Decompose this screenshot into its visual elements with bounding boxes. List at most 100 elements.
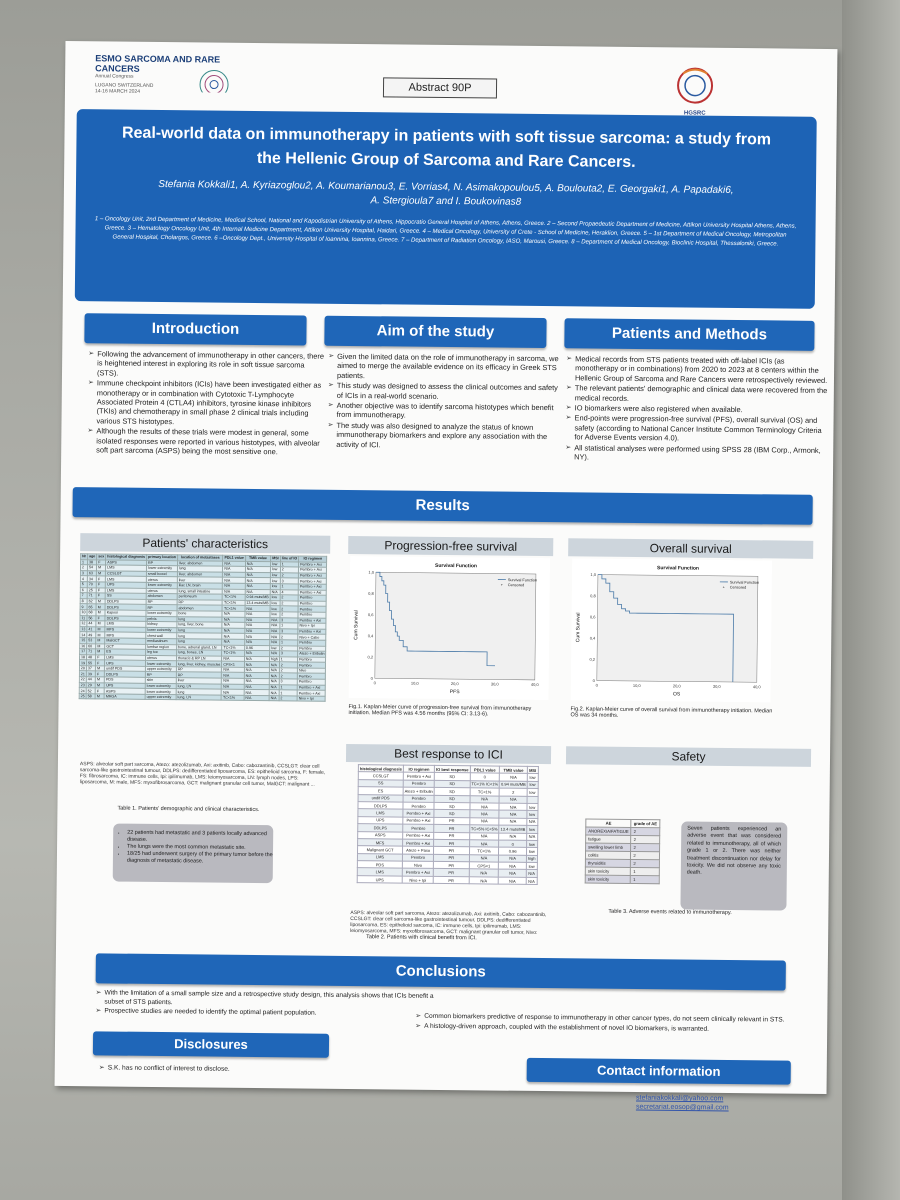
survival-curve — [597, 574, 734, 683]
table-cell: low — [527, 781, 538, 789]
y-tick-label: 0,6 — [368, 612, 374, 617]
table-cell: low — [526, 810, 538, 819]
aim-bullet: Given the limited data on the role of im… — [328, 352, 564, 383]
y-tick-label: 0,6 — [590, 614, 596, 619]
aim-bullet: This study was designed to assess the cl… — [328, 381, 564, 402]
y-tick-label: 1,0 — [368, 570, 374, 575]
table-cell: N/A — [243, 695, 270, 702]
results-heading: Results — [72, 487, 813, 525]
patients-heading: Patients' characteristics — [80, 533, 331, 554]
patients-table: Nr age sex histological diagnosis primary lo… — [79, 553, 328, 702]
x-tick-label: 0 — [596, 683, 599, 688]
legend-entry: Survival Function — [730, 580, 759, 584]
hgsrc-emblem-icon — [677, 67, 714, 104]
patients-table-wrap: Nr age sex histological diagnosis primary lo… — [78, 553, 330, 762]
best-response-heading: Best response to ICI — [345, 743, 552, 765]
table1-caption: Table 1. Patients' demographic and clini… — [117, 805, 260, 814]
table3-caption: Table 3. Adverse events related to immun… — [608, 908, 732, 917]
contact-emails: stefaniakokkali@yahoo.com secretariat.eo… — [636, 1094, 729, 1113]
table-row: 25 58 M MRGA upper extremity lung, LN TC<1% N/A… — [79, 693, 326, 702]
table-cell: 2 — [278, 695, 298, 702]
affiliations: 1 – Oncology Unit, 2nd Department of Med… — [94, 216, 797, 248]
x-tick-label: 30,0 — [491, 681, 500, 686]
pfs-heading: Progression-free survival — [348, 535, 554, 557]
y-tick-label: 0 — [371, 676, 374, 681]
y-tick-label: 0,2 — [589, 657, 595, 662]
intro-heading: Introduction — [84, 313, 307, 346]
plot-area — [374, 572, 537, 681]
x-axis-label: OS — [673, 691, 681, 697]
table-cell: N/A — [498, 876, 527, 885]
table-cell: upper extremity — [145, 694, 177, 701]
conclusions-left: With the limitation of a small sample si… — [85, 989, 435, 1020]
survival-curve — [375, 571, 495, 667]
y-tick-label: 0,8 — [590, 593, 596, 598]
x-axis-label: PFS — [450, 689, 460, 695]
chart-title: Survival Function — [657, 565, 699, 571]
table-cell: PR — [433, 876, 469, 885]
table-cell: low — [527, 788, 538, 797]
x-tick-label: 10,0 — [633, 683, 642, 688]
safety-table: AE grade of AE ANOREXIA/FATIGUE 2 fatigue 2 s… — [585, 818, 660, 884]
methods-bullet: The relevant patients' demographic and c… — [566, 383, 828, 405]
table-cell: N/A — [468, 876, 499, 885]
hgsrc-logo: HGSRC — [673, 65, 718, 117]
legend-marker: + — [501, 583, 504, 587]
legend-entry: Survival Function — [508, 578, 537, 582]
table-cell: high — [526, 855, 538, 863]
safety-table-wrap: AE grade of AE ANOREXIA/FATIGUE 2 fatigue 2 s… — [585, 818, 660, 884]
disclosures-list: S.K. has no conflict of interest to disc… — [89, 1063, 339, 1076]
wall-background — [842, 0, 900, 1200]
patients-note: 22 patients had metastatic and 3 patient… — [127, 830, 273, 846]
table2-caption: Table 2. Patients with clinical benefit … — [366, 934, 477, 942]
intro-bullet: Although the results of these trials wer… — [87, 426, 323, 457]
table-cell: MRGA — [104, 693, 146, 700]
patients-notes: 22 patients had metastatic and 3 patient… — [112, 823, 274, 884]
intro-bullet: Following the advancement of immunothera… — [88, 349, 324, 380]
aim-list: Given the limited data on the role of im… — [317, 352, 564, 453]
contact-heading: Contact information — [526, 1057, 791, 1085]
y-tick-label: 0,2 — [367, 654, 373, 659]
disclosures-heading: Disclosures — [92, 1031, 330, 1058]
table-cell: N/A — [526, 818, 538, 826]
pfs-caption: Fig.1. Kaplan-Meier curve of progression… — [348, 703, 532, 718]
methods-heading: Patients and Methods — [564, 318, 815, 351]
safety-heading: Safety — [565, 746, 812, 767]
x-tick-label: 10,0 — [411, 681, 420, 686]
safety-note-text: Seven patients experienced an adverse ev… — [686, 825, 782, 877]
pfs-chart: Survival Function 0 0,2 0,4 0,6 0,8 1,0 0 10,0 20… — [348, 555, 551, 701]
y-tick-label: 1,0 — [590, 572, 596, 577]
x-tick-label: 40,0 — [531, 682, 540, 687]
table-row: UPS Nivo + Ipi PR N/A N/A N/A — [357, 875, 537, 885]
patients-abbrev: ASPS: alveolar soft part sarcoma, Atezo:… — [79, 761, 326, 788]
poster-title: Real-world data on immunotherapy in pati… — [76, 109, 817, 177]
legend-entry: Censored — [508, 583, 525, 587]
table-cell: low — [526, 825, 538, 833]
table-cell: UPS — [357, 875, 403, 884]
os-heading: Overall survival — [568, 538, 814, 559]
y-tick-label: 0,8 — [368, 591, 374, 596]
x-tick-label: 40,0 — [753, 684, 762, 689]
patients-note: 18/25 had underwent surgery of the prima… — [127, 851, 273, 867]
conclusions-heading: Conclusions — [95, 953, 786, 991]
table-cell: low — [526, 862, 537, 870]
abstract-label: Abstract 90P — [382, 77, 498, 99]
x-tick-label: 20,0 — [451, 681, 460, 686]
contact-email-2[interactable]: secretariat.eosop@gmail.com — [635, 1103, 729, 1112]
table-cell: low — [526, 847, 538, 856]
methods-bullet: Medical records from STS patients treate… — [566, 354, 828, 385]
title-banner: Real-world data on immunotherapy in pati… — [74, 109, 817, 309]
intro-bullet: Immune checkpoint inhibitors (ICIs) have… — [87, 378, 323, 428]
table-cell: Nivo + Ipi — [402, 875, 434, 884]
poster: ESMO SARCOMA AND RARE CANCERS Annual Con… — [54, 40, 838, 1095]
os-chart: Survival Function 0 0,2 0,4 0,6 0,8 1,0 0 10,0 20… — [570, 558, 773, 703]
best-response-abbrev: ASPS: alveolar soft part sarcoma, Atezo:… — [350, 910, 547, 936]
conference-dates: 14-16 MARCH 2024 — [94, 88, 141, 95]
table-cell: M — [95, 693, 105, 700]
safety-note: Seven patients experienced an adverse ev… — [680, 821, 788, 911]
table-cell: 58 — [86, 693, 96, 700]
x-tick-label: 0 — [374, 680, 377, 685]
methods-bullet: End-points were progression-free surviva… — [565, 414, 827, 445]
conference-sub: Annual Congress — [95, 73, 134, 80]
mandala-icon — [199, 70, 229, 93]
